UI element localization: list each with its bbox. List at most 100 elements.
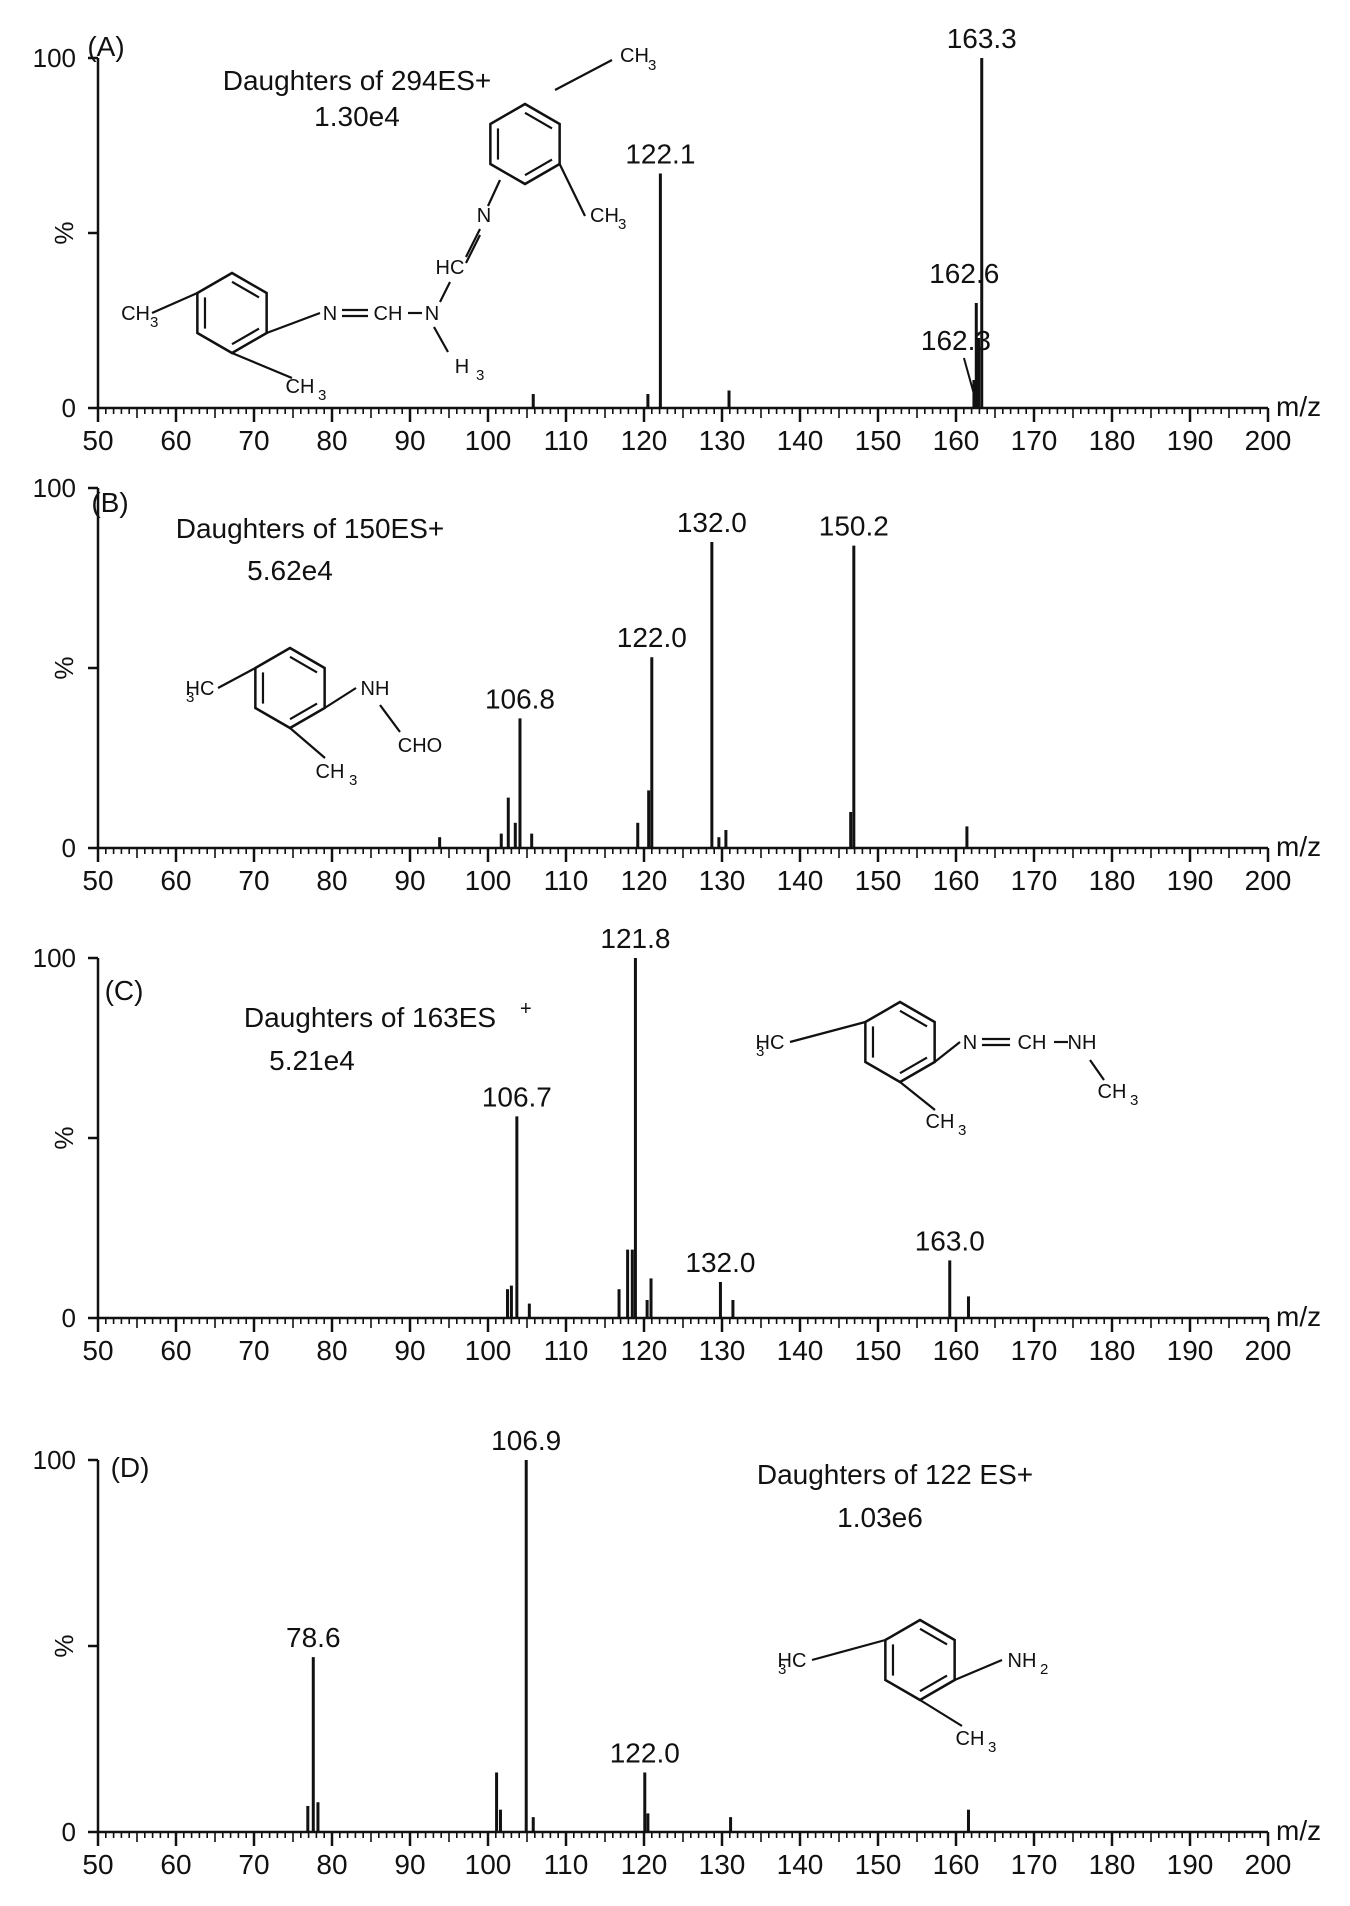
bond — [811, 1638, 886, 1662]
subscript: 3 — [958, 1122, 966, 1139]
subscript: 2 — [1040, 1661, 1048, 1678]
atom-label: CH — [620, 45, 649, 67]
benzene-ring — [196, 271, 268, 355]
x-tick-label: 50 — [82, 1849, 113, 1880]
x-tick-label: 90 — [394, 865, 425, 896]
bond — [379, 704, 401, 733]
x-tick-label: 170 — [1011, 1849, 1058, 1880]
atom-label: H — [455, 356, 469, 378]
x-tick-label: 60 — [160, 865, 191, 896]
x-tick-label: 80 — [316, 1849, 347, 1880]
panel-a: 0 100% 50 60 70 80 90 100 110 120 130 140 150 160 170 1… — [33, 23, 1322, 456]
x-tick-label: 150 — [855, 425, 902, 456]
bond — [558, 163, 586, 217]
x-axis-label: m/z — [1276, 1301, 1321, 1332]
x-tick-label: 160 — [933, 425, 980, 456]
peak-label: 106.9 — [491, 1425, 561, 1456]
panel-label: (C) — [105, 975, 144, 1006]
bond — [439, 281, 451, 303]
x-tick-label: 70 — [238, 1849, 269, 1880]
atom-label: CH — [590, 205, 619, 227]
x-tick-label: 60 — [160, 425, 191, 456]
panel-label: (D) — [111, 1452, 150, 1483]
intensity-value: 1.03e6 — [837, 1502, 923, 1533]
x-tick-label: 150 — [855, 865, 902, 896]
x-tick-label: 190 — [1167, 865, 1214, 896]
atom-label: H — [756, 1032, 770, 1054]
x-tick-label: 140 — [777, 425, 824, 456]
y-tick-label: 0 — [62, 393, 76, 423]
panel-c: 0 100% 50 60 70 80 90 100 110 120 130 140 150 160 170 1… — [33, 923, 1322, 1366]
y-axis-label: % — [49, 1126, 79, 1149]
x-tick-label: 130 — [699, 1849, 746, 1880]
panel-d: 0 100% 50 60 70 80 90 100 110 120 130 140 150 160 170 1… — [33, 1425, 1322, 1880]
atom-label: C — [792, 1650, 806, 1672]
intensity-value: 5.21e4 — [269, 1045, 355, 1076]
x-tick-label: 130 — [699, 425, 746, 456]
atom-label: NH — [361, 678, 390, 700]
x-tick-label: 50 — [82, 1335, 113, 1366]
peak-label: 122.1 — [625, 139, 695, 170]
bond — [217, 667, 256, 689]
x-tick-label: 70 — [238, 865, 269, 896]
x-tick-label: 140 — [777, 1335, 824, 1366]
atom-label: C — [200, 678, 214, 700]
x-tick-label: 120 — [621, 1335, 668, 1366]
bond — [324, 687, 357, 709]
x-tick-label: 140 — [777, 865, 824, 896]
peak-label: 150.2 — [819, 511, 889, 542]
peak-label: 121.8 — [600, 923, 670, 954]
panel-label: (B) — [91, 487, 128, 518]
bond — [465, 228, 481, 258]
y-tick-label: 100 — [33, 1445, 76, 1475]
x-tick-label: 80 — [316, 425, 347, 456]
atom-label: NH — [1068, 1032, 1097, 1054]
double-bond — [524, 158, 553, 177]
bond — [151, 291, 198, 315]
atom-label: CH — [1098, 1081, 1127, 1103]
title-superscript: + — [520, 998, 532, 1020]
x-tick-label: 90 — [394, 1849, 425, 1880]
x-axis-label: m/z — [1276, 831, 1321, 862]
x-tick-label: 60 — [160, 1849, 191, 1880]
x-tick-label: 50 — [82, 865, 113, 896]
peak-leader — [962, 357, 975, 395]
x-tick-label: 100 — [465, 1849, 512, 1880]
x-tick-label: 130 — [699, 865, 746, 896]
double-bond — [289, 655, 318, 674]
bond — [899, 1081, 936, 1111]
x-tick-label: 120 — [621, 425, 668, 456]
double-bond — [231, 280, 260, 299]
panel-title: Daughters of 163ES — [244, 1002, 496, 1033]
double-bond — [899, 1009, 928, 1028]
x-axis-label: m/z — [1276, 1815, 1321, 1846]
y-tick-label: 0 — [62, 1817, 76, 1847]
double-bond — [289, 702, 318, 721]
x-tick-label: 190 — [1167, 1335, 1214, 1366]
peak-label: 78.6 — [286, 1622, 341, 1653]
atom-label: N — [323, 303, 337, 325]
y-axis-label: % — [49, 1634, 79, 1657]
intensity-value: 1.30e4 — [314, 101, 400, 132]
x-tick-label: 180 — [1089, 1849, 1136, 1880]
peak-label: 132.0 — [677, 507, 747, 538]
x-tick-label: 120 — [621, 1849, 668, 1880]
benzene-ring-upper — [489, 102, 561, 186]
peak-label: 162.6 — [929, 258, 999, 289]
atom-label: CH — [1018, 1032, 1047, 1054]
panel-title: Daughters of 150ES+ — [176, 513, 445, 544]
y-tick-label: 0 — [62, 1303, 76, 1333]
x-tick-label: 110 — [544, 1335, 589, 1366]
peak-label: 132.0 — [685, 1247, 755, 1278]
subscript: 3 — [186, 689, 194, 706]
subscript: 3 — [648, 57, 656, 74]
x-tick-label: 110 — [544, 1849, 589, 1880]
bond — [789, 1020, 866, 1044]
atom-label: H — [186, 678, 200, 700]
peak-label: 106.7 — [482, 1081, 552, 1112]
x-tick-label: 200 — [1245, 1335, 1292, 1366]
bond — [433, 326, 449, 353]
benzene-ring — [254, 646, 326, 730]
x-tick-label: 100 — [465, 425, 512, 456]
atom-label: CH — [316, 761, 345, 783]
